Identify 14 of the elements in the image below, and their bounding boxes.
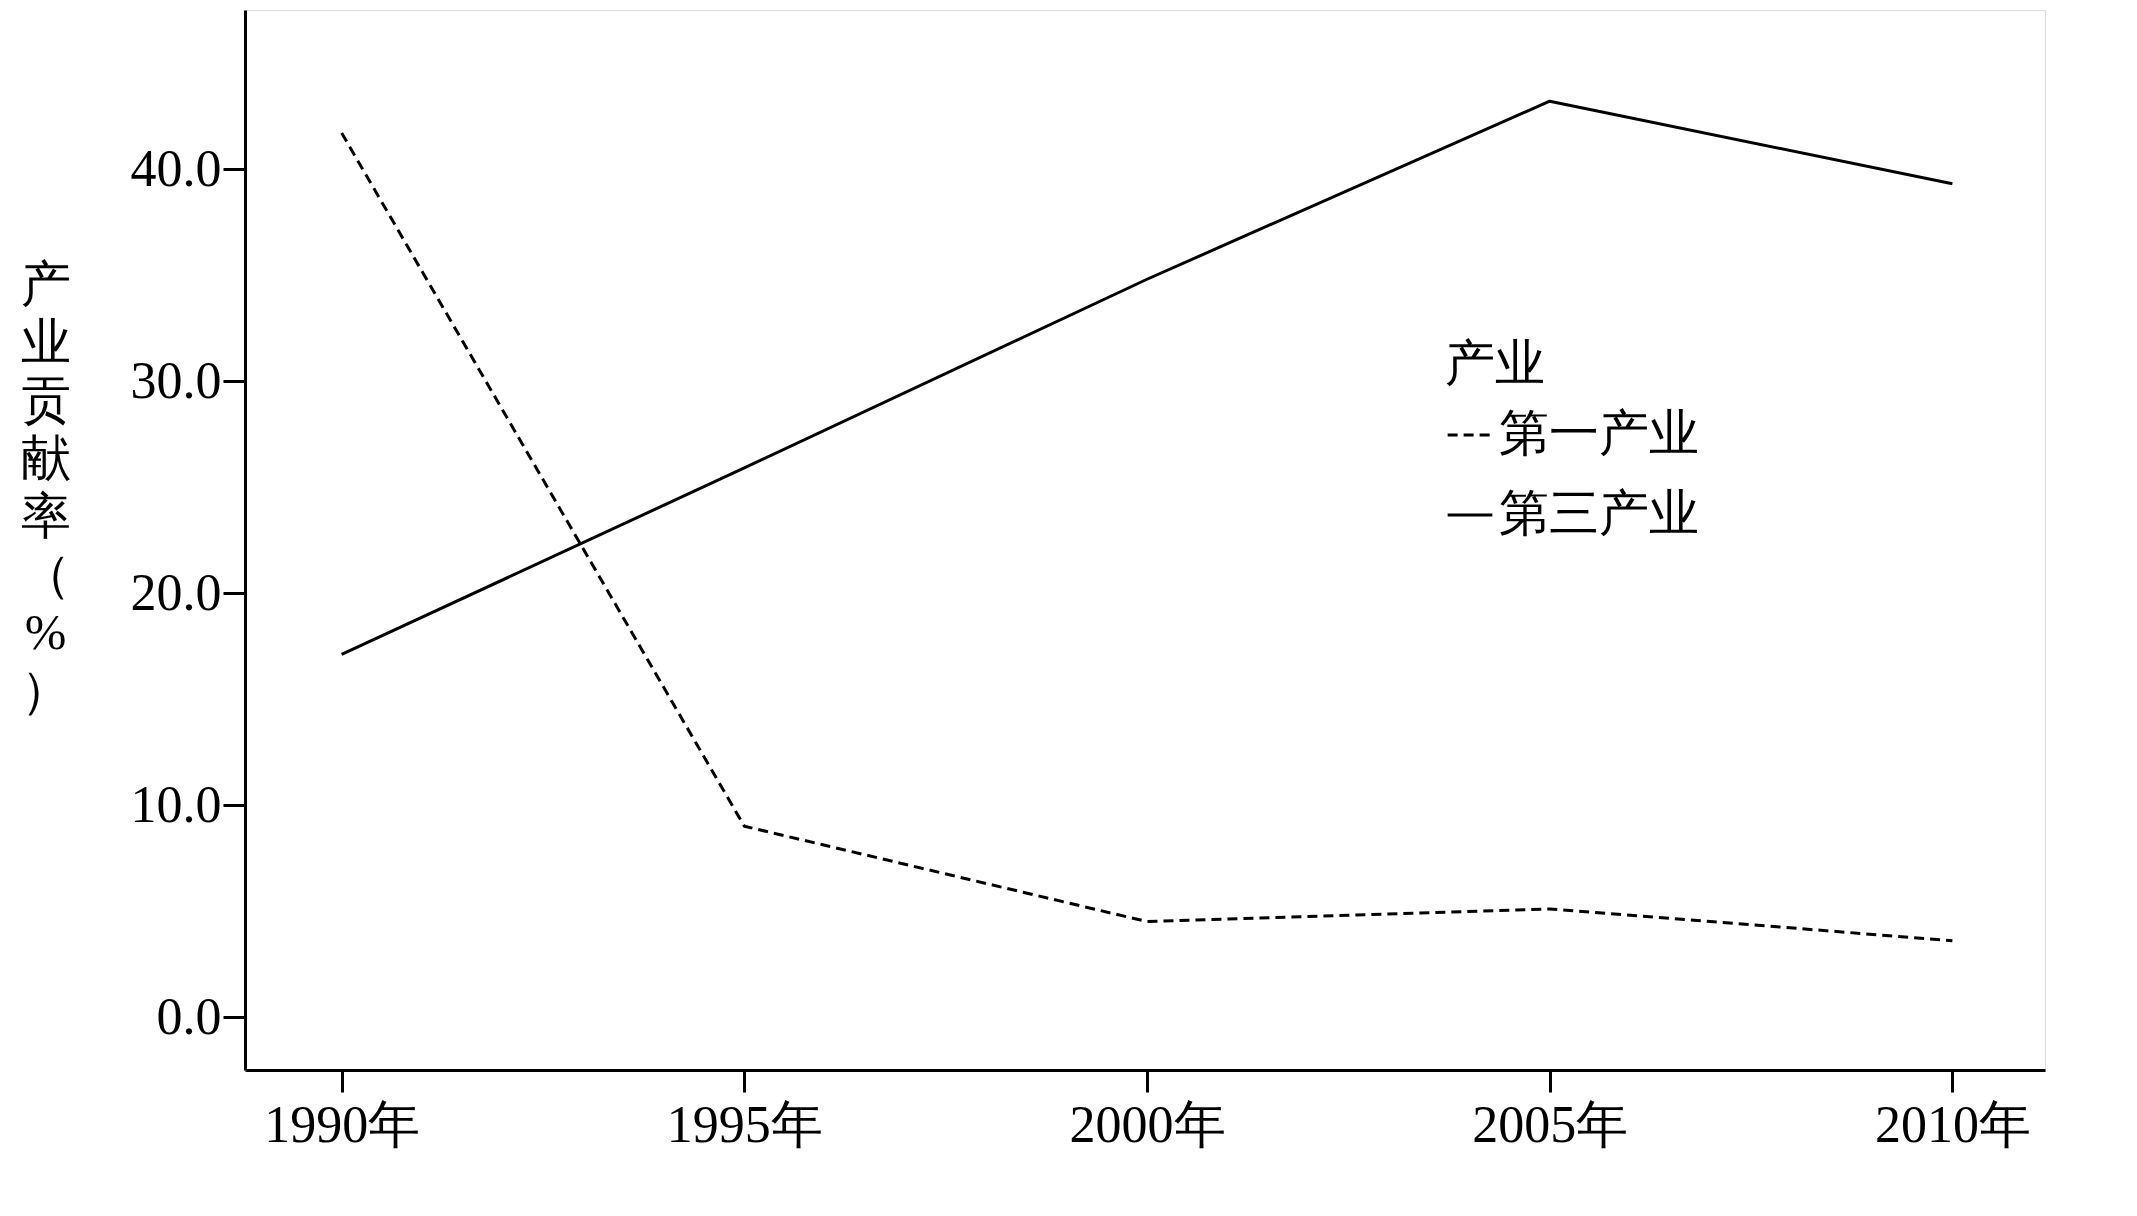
x-tick-label: 1995年 <box>666 1095 823 1153</box>
x-tick-label: 1990年 <box>264 1095 421 1153</box>
y-tick-label: 0.0 <box>156 987 222 1045</box>
x-tick-label: 2005年 <box>1472 1095 1629 1153</box>
x-tick-label: 2010年 <box>1874 1095 2031 1153</box>
y-axis-title: 产业贡献率（%） <box>20 255 71 718</box>
x-tick-label: 2000年 <box>1069 1095 1226 1153</box>
legend-label: 第三产业 <box>1499 485 1699 541</box>
y-tick-label: 20.0 <box>130 563 222 621</box>
y-tick-label: 40.0 <box>130 139 222 197</box>
legend-title: 产业 <box>1445 335 1545 391</box>
y-tick-label: 30.0 <box>130 351 222 409</box>
y-tick-label: 10.0 <box>130 775 222 833</box>
legend-label: 第一产业 <box>1499 405 1699 461</box>
